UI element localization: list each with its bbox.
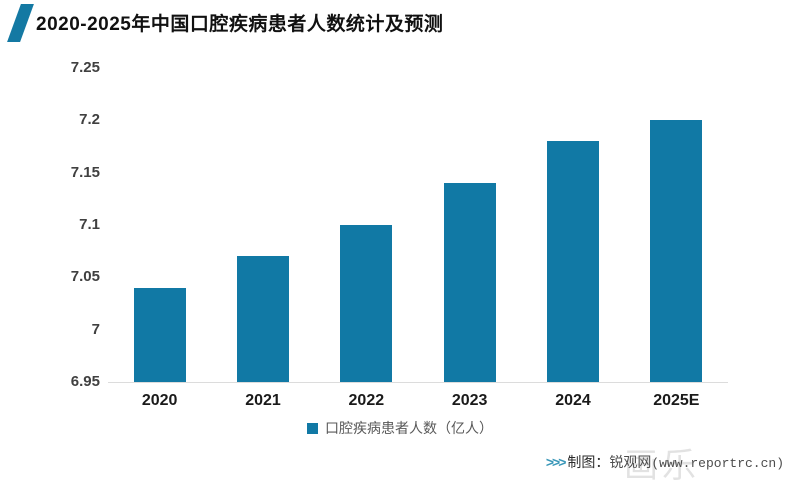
legend-label: 口腔疾病患者人数（亿人） (325, 420, 493, 436)
credit-source: 锐观网 (609, 454, 652, 470)
legend: 口腔疾病患者人数（亿人） (0, 418, 800, 438)
x-axis-label-2022: 2022 (348, 392, 385, 409)
chart-title: 2020-2025年中国口腔疾病患者人数统计及预测 (36, 14, 444, 35)
y-axis-tick-label: 7.1 (79, 216, 100, 233)
bar-2025E (650, 120, 703, 382)
credit-label: 制图： (567, 454, 610, 470)
x-axis-label-2023: 2023 (451, 392, 488, 409)
source-credit: >>> 制图：锐观网(www.reportrc.cn) (546, 452, 784, 472)
x-axis-label-2024: 2024 (555, 392, 591, 409)
x-axis-label-2021: 2021 (245, 392, 281, 409)
bar-2022 (340, 225, 393, 382)
chart-header: 2020-2025年中国口腔疾病患者人数统计及预测 (0, 0, 800, 48)
y-axis-tick-label: 7.05 (70, 268, 100, 286)
bar-2021 (237, 256, 289, 382)
y-axis-tick-label: 6.95 (70, 373, 100, 390)
plot-area (108, 68, 728, 382)
y-axis-tick-label: 7.2 (79, 111, 100, 129)
credit-arrows: >>> (545, 454, 566, 470)
bar-chart: 6.95 7 7.05 7.1 7.15 7.2 7.25 2020 2021 2022 2023… (70, 59, 728, 409)
credit-url: (www.reportrc.cn) (651, 456, 784, 471)
legend-swatch (307, 422, 318, 434)
y-axis-tick-label: 7.25 (70, 59, 100, 76)
x-axis-line (108, 382, 728, 383)
y-axis-tick-label: 7.15 (70, 163, 100, 181)
bar-2020 (133, 287, 186, 382)
y-axis-tick-label: 7 (91, 320, 100, 338)
x-axis-label-2025E: 2025E (653, 392, 700, 409)
bar-2023 (443, 183, 496, 382)
bar-2024 (547, 141, 599, 382)
x-axis-label-2020: 2020 (141, 392, 178, 409)
